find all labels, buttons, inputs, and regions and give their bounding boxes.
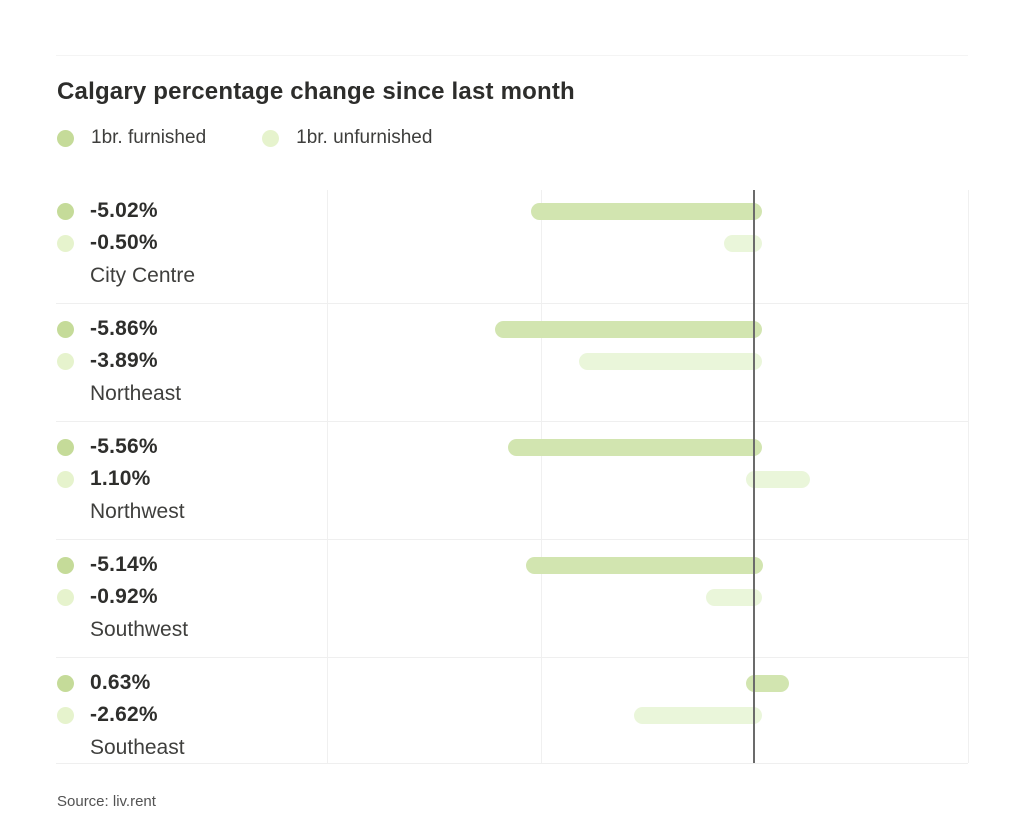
legend-item-unfurnished: 1br. unfurnished	[262, 127, 432, 149]
bar-unfurnished	[579, 353, 763, 370]
bar-furnished	[508, 439, 763, 456]
gridline--5pct	[541, 190, 542, 763]
furnished-dot-icon	[57, 438, 74, 456]
legend-label-unfurnished: 1br. unfurnished	[296, 127, 433, 148]
unfurnished-dot-icon	[57, 470, 74, 488]
stat-unfurnished: -0.92%	[57, 585, 158, 608]
stat-furnished: -5.86%	[57, 317, 158, 340]
bar-furnished	[531, 203, 763, 220]
legend-item-furnished: 1br. furnished	[57, 127, 206, 149]
value-furnished: 0.63%	[90, 671, 151, 694]
value-unfurnished: -0.50%	[90, 231, 158, 254]
row-separator	[56, 539, 968, 540]
value-furnished: -5.56%	[90, 435, 158, 458]
bar-furnished	[495, 321, 763, 338]
unfurnished-dot-icon	[262, 129, 280, 147]
bar-unfurnished	[633, 707, 763, 724]
region-row-southwest: -5.14% -0.92% Southwest	[56, 539, 968, 657]
gridline--10pct	[327, 190, 328, 763]
bar-unfurnished	[724, 235, 763, 252]
unfurnished-dot-icon	[57, 352, 74, 370]
source-caption: Source: liv.rent	[57, 793, 156, 810]
zero-axis-line	[753, 190, 755, 763]
unfurnished-dot-icon	[57, 706, 74, 724]
value-furnished: -5.86%	[90, 317, 158, 340]
value-unfurnished: 1.10%	[90, 467, 151, 490]
furnished-dot-icon	[57, 129, 74, 147]
value-furnished: -5.14%	[90, 553, 158, 576]
stat-unfurnished: -0.50%	[57, 231, 158, 254]
value-furnished: -5.02%	[90, 199, 158, 222]
region-label: Southwest	[90, 618, 189, 641]
stat-furnished: -5.02%	[57, 199, 158, 222]
region-row-northeast: -5.86% -3.89% Northeast	[56, 303, 968, 421]
region-label: Southeast	[90, 736, 185, 759]
unfurnished-dot-icon	[57, 588, 74, 606]
stat-furnished: -5.56%	[57, 435, 158, 458]
region-row-northwest: -5.56% 1.10% Northwest	[56, 421, 968, 539]
region-row-southeast: 0.63% -2.62% Southeast	[56, 657, 968, 763]
region-label: City Centre	[90, 264, 196, 287]
furnished-dot-icon	[57, 674, 74, 692]
furnished-dot-icon	[57, 202, 74, 220]
row-separator	[56, 421, 968, 422]
bar-furnished	[745, 675, 790, 692]
stat-unfurnished: -2.62%	[57, 703, 158, 726]
chart-title: Calgary percentage change since last mon…	[57, 78, 575, 105]
row-separator	[56, 763, 968, 764]
furnished-dot-icon	[57, 320, 74, 338]
legend-label-furnished: 1br. furnished	[91, 127, 207, 148]
gridline-5pct	[968, 190, 969, 763]
stat-unfurnished: -3.89%	[57, 349, 158, 372]
stat-unfurnished: 1.10%	[57, 467, 151, 490]
bar-unfurnished	[745, 471, 810, 488]
region-row-city-centre: -5.02% -0.50% City Centre	[56, 185, 968, 303]
value-unfurnished: -3.89%	[90, 349, 158, 372]
top-divider	[56, 55, 968, 56]
bar-furnished	[526, 557, 763, 574]
stat-furnished: 0.63%	[57, 671, 151, 694]
row-separator	[56, 303, 968, 304]
region-label: Northeast	[90, 382, 182, 405]
region-label: Northwest	[90, 500, 185, 523]
chart-legend: 1br. furnished 1br. unfurnished	[57, 127, 432, 149]
stat-furnished: -5.14%	[57, 553, 158, 576]
unfurnished-dot-icon	[57, 234, 74, 252]
value-unfurnished: -2.62%	[90, 703, 158, 726]
bar-unfurnished	[706, 589, 763, 606]
value-unfurnished: -0.92%	[90, 585, 158, 608]
row-separator	[56, 657, 968, 658]
furnished-dot-icon	[57, 556, 74, 574]
